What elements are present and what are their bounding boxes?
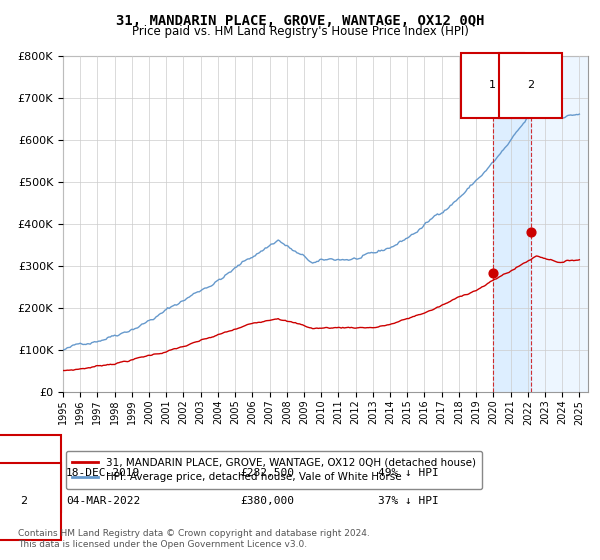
Text: 1: 1	[20, 468, 28, 478]
Text: 18-DEC-2019: 18-DEC-2019	[66, 468, 140, 478]
Point	[488, 269, 497, 278]
Text: £282,500: £282,500	[240, 468, 294, 478]
Point	[526, 228, 535, 237]
Text: Contains HM Land Registry data © Crown copyright and database right 2024.
This d: Contains HM Land Registry data © Crown c…	[18, 529, 370, 549]
Text: 49% ↓ HPI: 49% ↓ HPI	[378, 468, 439, 478]
Bar	[493, 56, 530, 392]
Legend: 31, MANDARIN PLACE, GROVE, WANTAGE, OX12 0QH (detached house), HPI: Average pric: 31, MANDARIN PLACE, GROVE, WANTAGE, OX12…	[65, 451, 482, 489]
Text: 31, MANDARIN PLACE, GROVE, WANTAGE, OX12 0QH: 31, MANDARIN PLACE, GROVE, WANTAGE, OX12…	[116, 14, 484, 28]
Text: 2: 2	[20, 496, 28, 506]
Text: £380,000: £380,000	[240, 496, 294, 506]
Text: Price paid vs. HM Land Registry's House Price Index (HPI): Price paid vs. HM Land Registry's House …	[131, 25, 469, 38]
Text: 04-MAR-2022: 04-MAR-2022	[66, 496, 140, 506]
Text: 1: 1	[489, 81, 496, 90]
Text: 2: 2	[527, 81, 534, 90]
Text: 37% ↓ HPI: 37% ↓ HPI	[378, 496, 439, 506]
Bar	[530, 56, 600, 392]
